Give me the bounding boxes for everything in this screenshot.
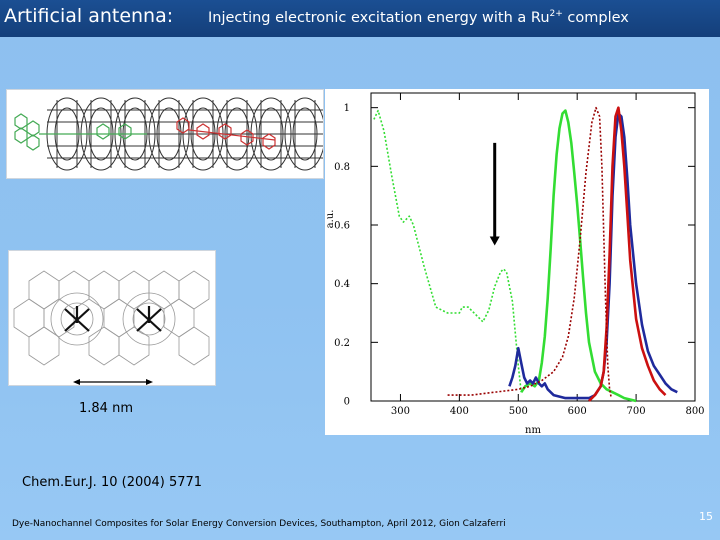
y-tick-label: 0.2 [334,338,350,349]
slide-subtitle: Injecting electronic excitation energy w… [208,9,629,26]
series-line-1 [373,109,522,393]
series-line-5 [447,106,613,399]
scale-label: 1.84 nm [79,401,133,416]
citation: Chem.Eur.J. 10 (2004) 5771 [22,475,203,490]
x-tick-label: 500 [509,406,528,417]
plot-frame [370,92,696,402]
x-tick-label: 400 [450,406,469,417]
plot-border [370,92,696,402]
footer-text: Dye-Nanochannel Composites for Solar Ene… [12,519,506,529]
scale-arrow-right [146,379,153,385]
series-line-3 [508,112,678,400]
x-tick-label: 600 [568,406,587,417]
series-line-4 [588,106,667,402]
subtitle-superscript: 2+ [549,9,563,19]
x-tick-label: 300 [391,406,410,417]
axis-ticks: 0 0.2 0.4 0.6 0.8 1 300 400 500 600 700 800 [334,93,705,417]
zeolite-framework-image [8,250,216,386]
slide-title-bar: Artificial antenna: Injecting electronic… [0,0,720,37]
subtitle-text: Injecting electronic excitation energy w… [208,9,550,26]
zeolite-channel-image [6,89,326,179]
annotation-arrow [489,142,500,246]
arrow-head [489,236,500,246]
subtitle-end: complex [562,9,629,26]
y-tick-label: 1 [344,103,350,114]
spectrum-chart-panel: 0 0.2 0.4 0.6 0.8 1 300 400 500 600 700 800 a.u. nm [325,89,709,436]
x-tick-label: 700 [627,406,646,417]
series-line-2 [520,109,637,403]
x-tick-label: 800 [685,406,704,417]
slide-title: Artificial antenna: [4,5,174,27]
page-number: 15 [699,510,713,523]
framework-drawing [13,270,210,385]
spectrum-chart: 0 0.2 0.4 0.6 0.8 1 300 400 500 600 700 800 a.u. nm [325,92,705,436]
series-layer [373,106,678,403]
zeolite-channel-drawing [14,97,326,171]
scale-arrow-left [73,379,80,385]
y-tick-label: 0.6 [334,221,350,232]
y-tick-label: 0.4 [334,279,350,290]
y-tick-label: 0 [344,397,350,408]
y-tick-label: 0.8 [334,162,350,173]
x-axis-label: nm [525,425,541,435]
y-axis-label: a.u. [325,210,336,229]
